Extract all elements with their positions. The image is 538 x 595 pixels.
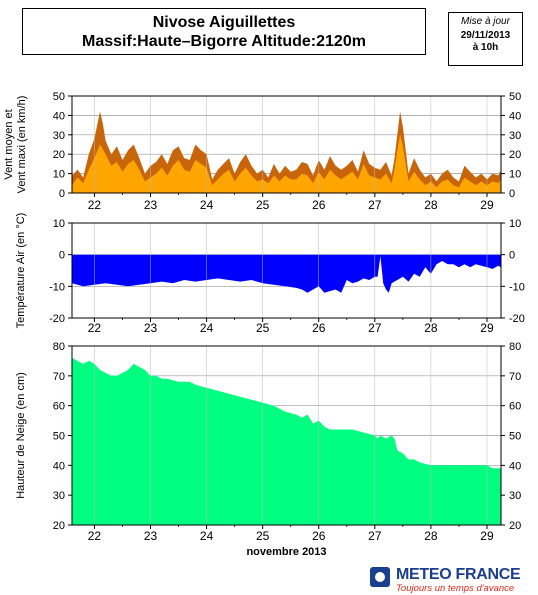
x-tick-label: 24 (200, 321, 214, 335)
plot-frame (71, 345, 502, 526)
x-tick-label: 25 (256, 198, 270, 212)
series-area-mean (72, 134, 501, 193)
x-tick-label: 22 (88, 321, 102, 335)
y-tick-label-right: -10 (509, 281, 525, 293)
y-tick-label-right: 20 (509, 149, 521, 161)
y-tick-label-right: 60 (509, 401, 521, 413)
logo-name: METEO FRANCE (396, 566, 521, 583)
series-area-snow (72, 357, 501, 525)
y-tick-label-right: -20 (509, 313, 525, 325)
y-tick-label-right: 40 (509, 460, 521, 472)
meteo-france-icon (370, 567, 390, 587)
y-tick-label-left: 30 (53, 130, 65, 142)
y-tick-label-left: 80 (53, 341, 65, 353)
x-tick-label: 26 (312, 198, 326, 212)
x-tick-label: 26 (312, 529, 326, 543)
y-axis-label-line1: Vent moyen et (3, 109, 15, 179)
x-tick-label: 27 (368, 198, 382, 212)
y-tick-label-right: 20 (509, 520, 521, 532)
y-tick-label-left: 50 (53, 431, 65, 443)
y-tick-label-right: 50 (509, 91, 521, 103)
x-tick-label: 27 (368, 321, 382, 335)
x-tick-label: 27 (368, 529, 382, 543)
y-tick-label-left: 10 (53, 169, 65, 181)
y-tick-label-right: 0 (509, 250, 515, 262)
x-tick-label: 28 (424, 198, 438, 212)
y-tick-label-left: 50 (53, 91, 65, 103)
plot-frame (71, 222, 502, 319)
y-tick-label-left: 40 (53, 460, 65, 472)
y-tick-label-left: 0 (59, 188, 65, 200)
series-area-temp (72, 254, 501, 293)
y-tick-label-right: 30 (509, 130, 521, 142)
y-tick-label-left: 10 (53, 218, 65, 230)
y-tick-label-right: 10 (509, 218, 521, 230)
y-tick-label-left: 20 (53, 149, 65, 161)
x-tick-label: 28 (424, 321, 438, 335)
y-tick-label-right: 0 (509, 188, 515, 200)
y-tick-label-right: 40 (509, 110, 521, 122)
y-axis-label: Température Air (en °C) (15, 213, 27, 329)
station-subtitle: Massif:Haute–Bigorre Altitude:2120m (82, 33, 366, 50)
y-axis-label-line2: Vent maxi (en km/h) (16, 96, 28, 194)
y-tick-label-right: 50 (509, 431, 521, 443)
x-tick-label: 25 (256, 529, 270, 543)
update-label: Mise à jour (461, 16, 510, 27)
x-tick-label: 28 (424, 529, 438, 543)
y-tick-label-right: 80 (509, 341, 521, 353)
update-box: Mise à jour 29/11/2013 à 10h (448, 12, 523, 66)
update-time: à 10h (472, 42, 499, 53)
x-tick-label: 24 (200, 529, 214, 543)
logo-tagline: Toujours un temps d'avance (396, 583, 515, 594)
x-tick-label: 22 (88, 198, 102, 212)
y-tick-label-right: 30 (509, 490, 521, 502)
title-box: Nivose Aiguillettes Massif:Haute–Bigorre… (22, 8, 426, 55)
station-title: Nivose Aiguillettes (152, 14, 296, 31)
y-tick-label-left: 60 (53, 401, 65, 413)
y-tick-label-right: 10 (509, 169, 521, 181)
x-tick-label: 25 (256, 321, 270, 335)
y-tick-label-left: 40 (53, 110, 65, 122)
x-tick-label: 29 (480, 529, 494, 543)
x-tick-label: 26 (312, 321, 326, 335)
update-date: 29/11/2013 (460, 30, 511, 41)
x-tick-label: 29 (480, 321, 494, 335)
y-tick-label-left: 70 (53, 371, 65, 383)
y-tick-label-left: -10 (49, 281, 65, 293)
plot-frame (71, 95, 502, 194)
y-axis-label: Hauteur de Neige (en cm) (15, 372, 27, 499)
y-tick-label-left: 0 (59, 250, 65, 262)
x-tick-label: 22 (88, 529, 102, 543)
x-tick-label: 29 (480, 198, 494, 212)
x-tick-label: 24 (200, 198, 214, 212)
x-axis-label: novembre 2013 (246, 546, 326, 558)
y-tick-label-left: 30 (53, 490, 65, 502)
x-tick-label: 23 (144, 529, 158, 543)
meteo-france-logo: METEO FRANCE Toujours un temps d'avance (370, 566, 536, 594)
x-tick-label: 23 (144, 321, 158, 335)
y-tick-label-left: 20 (53, 520, 65, 532)
y-tick-label-right: 70 (509, 371, 521, 383)
x-tick-label: 23 (144, 198, 158, 212)
y-tick-label-left: -20 (49, 313, 65, 325)
